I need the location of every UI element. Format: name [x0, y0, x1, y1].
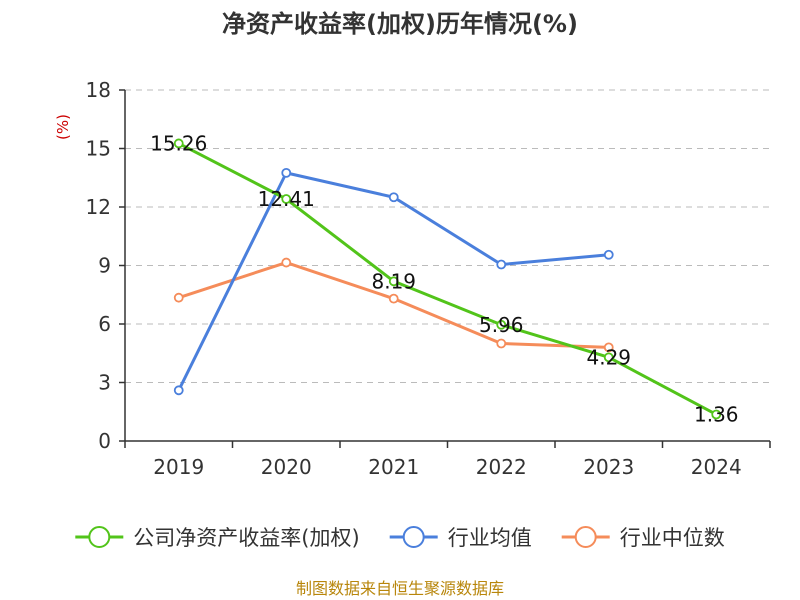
data-point	[603, 249, 614, 260]
y-tick-label: 3	[98, 371, 111, 395]
x-tick-label: 2020	[261, 455, 312, 479]
legend-marker	[88, 526, 111, 548]
gridlines	[125, 89, 770, 383]
x-ticks: 2019 2020 2021 2022 2023 2024	[124, 441, 771, 479]
y-tick-label: 0	[98, 429, 111, 453]
data-point	[496, 319, 507, 330]
legend-label: 行业均值	[448, 526, 532, 550]
y-tick-label: 12	[86, 195, 111, 219]
data-label: 5.96	[479, 313, 524, 337]
y-ticks: 0 3 6 9 12 15 18	[86, 78, 125, 453]
x-tick-label: 2022	[476, 455, 527, 479]
data-point	[711, 409, 722, 420]
legend-item-1[interactable]: 行业均值	[389, 526, 532, 550]
legend-marker	[574, 526, 597, 548]
legend-marker	[402, 526, 425, 548]
y-tick-label: 9	[98, 254, 111, 278]
x-tick-label: 2019	[153, 455, 204, 479]
data-label: 12.41	[258, 187, 315, 211]
data-point	[173, 385, 184, 396]
legend-label: 公司净资产收益率(加权)	[133, 526, 359, 550]
y-axis-unit-label: (%)	[54, 114, 72, 140]
legend-item-2[interactable]: 行业中位数	[561, 526, 725, 550]
data-point	[173, 292, 184, 303]
data-point	[388, 192, 399, 203]
data-point	[496, 338, 507, 349]
data-point	[173, 138, 184, 149]
data-point	[388, 293, 399, 304]
y-tick-label: 6	[98, 312, 111, 336]
series-line	[178, 142, 717, 416]
series-1	[173, 167, 614, 396]
legend: 公司净资产收益率(加权) 行业均值 行业中位数	[75, 526, 725, 550]
x-tick-label: 2023	[583, 455, 634, 479]
data-point	[281, 167, 292, 178]
data-point	[603, 342, 614, 353]
series-2	[173, 257, 614, 353]
chart-title: 净资产收益率(加权)历年情况(%)	[222, 10, 578, 38]
data-label: 15.26	[150, 131, 207, 155]
data-label: 4.29	[586, 345, 631, 369]
y-tick-label: 15	[86, 137, 111, 161]
x-tick-label: 2024	[691, 455, 742, 479]
legend-label: 行业中位数	[620, 526, 725, 550]
series-0	[173, 138, 722, 420]
data-point	[281, 194, 292, 204]
series-lines	[173, 138, 722, 420]
data-point	[496, 259, 507, 270]
data-label: 1.36	[694, 402, 739, 426]
legend-item-0[interactable]: 公司净资产收益率(加权)	[75, 526, 360, 550]
data-point	[281, 257, 292, 268]
source-note: 制图数据来自恒生聚源数据库	[296, 579, 504, 598]
data-point	[388, 276, 399, 287]
data-labels: 15.26 12.41 8.19 5.96 4.29 1.36	[150, 131, 738, 426]
data-point	[603, 352, 614, 363]
y-tick-label: 18	[86, 78, 111, 102]
data-label: 8.19	[371, 269, 416, 293]
x-tick-label: 2021	[368, 455, 419, 479]
